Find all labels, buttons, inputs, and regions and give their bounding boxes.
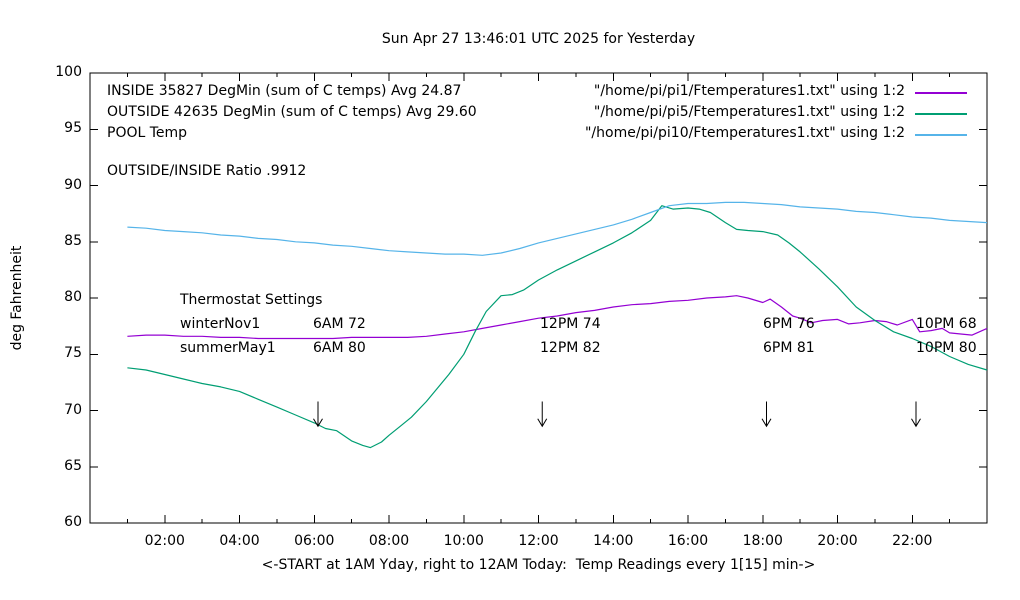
x-tick-label: 22:00 xyxy=(892,533,933,549)
x-tick-label: 12:00 xyxy=(518,533,559,549)
thermostat-heading: Thermostat Settings xyxy=(180,292,323,308)
legend-series-description: POOL Temp xyxy=(107,125,188,141)
series-line-outside xyxy=(127,205,988,449)
legend-row-inside: INSIDE 35827 DegMin (sum of C temps) Avg… xyxy=(107,83,988,104)
x-tick-label: 10:00 xyxy=(443,533,484,549)
y-axis-label: deg Fahrenheit xyxy=(9,245,25,351)
legend-source-file: "/home/pi/pi5/Ftemperatures1.txt" using … xyxy=(593,104,905,120)
legend-line-sample xyxy=(915,134,967,136)
thermostat-setting: 6PM 76 xyxy=(763,316,815,332)
thermostat-setting: 6AM 72 xyxy=(313,316,366,332)
thermostat-setting: 6PM 81 xyxy=(763,340,815,356)
y-tick-label: 60 xyxy=(64,514,82,530)
thermostat-setting: 12PM 82 xyxy=(540,340,601,356)
x-axis-caption: <-START at 1AM Yday, right to 12AM Today… xyxy=(261,557,816,573)
thermostat-setting: 12PM 74 xyxy=(540,316,601,332)
legend-line-sample xyxy=(915,113,967,115)
legend-series-description: INSIDE 35827 DegMin (sum of C temps) Avg… xyxy=(107,83,462,99)
thermostat-season-label: winterNov1 xyxy=(180,316,261,332)
y-tick-label: 70 xyxy=(64,401,82,418)
y-tick-label: 95 xyxy=(64,120,82,137)
thermostat-season-label: summerMay1 xyxy=(180,340,276,356)
chart-title: Sun Apr 27 13:46:01 UTC 2025 for Yesterd… xyxy=(381,31,696,47)
y-tick-label: 100 xyxy=(55,64,82,80)
thermostat-setting: 6AM 80 xyxy=(313,340,366,356)
y-tick-label: 80 xyxy=(64,289,82,305)
thermostat-setting: 10PM 80 xyxy=(916,340,977,356)
series-line-pool xyxy=(127,201,988,256)
legend-row-pool: POOL Temp "/home/pi/pi10/Ftemperatures1.t… xyxy=(107,125,988,146)
ratio-text: OUTSIDE/INSIDE Ratio .9912 xyxy=(107,163,307,179)
x-tick-label: 14:00 xyxy=(593,533,634,549)
series-line-inside xyxy=(127,295,988,340)
y-tick-label: 75 xyxy=(64,345,82,362)
legend-line-sample xyxy=(915,92,967,94)
down-arrowhead-icon xyxy=(537,418,548,428)
x-tick-label: 08:00 xyxy=(368,533,410,549)
x-tick-label: 18:00 xyxy=(742,533,783,549)
thermostat-setting: 10PM 68 xyxy=(916,316,977,332)
thermostat-row: summerMay1 6AM 80 12PM 82 6PM 81 10PM 80 xyxy=(0,340,1020,358)
down-arrowhead-icon xyxy=(313,418,323,428)
legend-row-outside: OUTSIDE 42635 DegMin (sum of C temps) Av… xyxy=(107,104,988,125)
y-tick-label: 85 xyxy=(64,232,82,249)
y-tick-label: 90 xyxy=(64,176,82,193)
legend-series-description: OUTSIDE 42635 DegMin (sum of C temps) Av… xyxy=(107,104,477,120)
x-tick-label: 06:00 xyxy=(294,533,335,549)
thermostat-row: winterNov1 6AM 72 12PM 74 6PM 76 10PM 68 xyxy=(0,316,1020,334)
down-arrowhead-icon xyxy=(911,418,921,428)
x-tick-label: 16:00 xyxy=(667,533,709,549)
legend-source-file: "/home/pi/pi1/Ftemperatures1.txt" using … xyxy=(593,83,905,99)
legend-source-file: "/home/pi/pi10/Ftemperatures1.txt" using… xyxy=(584,125,905,141)
x-tick-label: 02:00 xyxy=(144,533,185,549)
y-tick-label: 65 xyxy=(64,457,82,474)
down-arrowhead-icon xyxy=(761,418,772,428)
legend: INSIDE 35827 DegMin (sum of C temps) Avg… xyxy=(107,83,988,146)
x-tick-label: 20:00 xyxy=(817,533,858,549)
x-tick-label: 04:00 xyxy=(219,533,260,549)
